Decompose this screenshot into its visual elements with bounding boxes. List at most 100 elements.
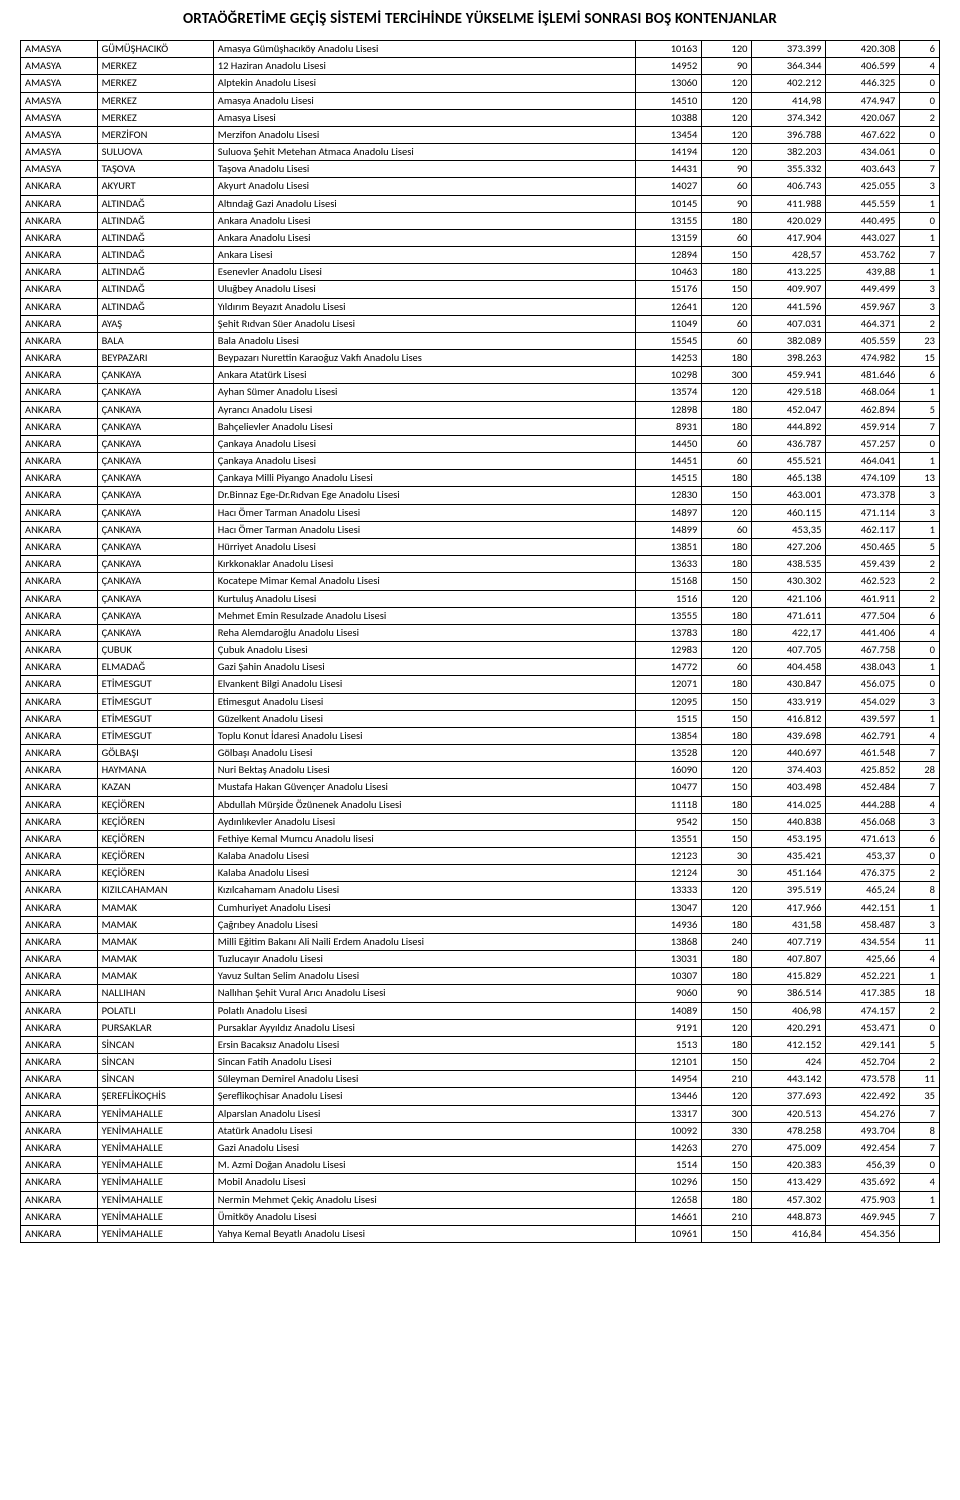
table-cell: BALA	[97, 332, 213, 349]
table-cell: 4	[900, 58, 940, 75]
table-cell: 456,39	[826, 1157, 900, 1174]
table-cell: AMASYA	[21, 58, 98, 75]
table-cell: 453,35	[752, 521, 826, 538]
table-cell: 180	[702, 350, 752, 367]
table-cell: ÇUBUK	[97, 642, 213, 659]
table-cell: YENİMAHALLE	[97, 1157, 213, 1174]
table-cell: 14450	[636, 435, 702, 452]
table-cell: ÇANKAYA	[97, 521, 213, 538]
table-row: AMASYAMERKEZ12 Haziran Anadolu Lisesi149…	[21, 58, 940, 75]
table-cell: 3	[900, 178, 940, 195]
table-row: AMASYAMERZİFONMerzifon Anadolu Lisesi134…	[21, 126, 940, 143]
table-row: ANKARAMAMAKMilli Eğitim Bakanı Ali Naili…	[21, 933, 940, 950]
table-cell: KEÇİÖREN	[97, 865, 213, 882]
table-cell: YENİMAHALLE	[97, 1140, 213, 1157]
table-cell: 14515	[636, 470, 702, 487]
table-cell: AMASYA	[21, 41, 98, 58]
table-cell: 456.075	[826, 676, 900, 693]
table-cell: 13446	[636, 1088, 702, 1105]
table-cell: 150	[702, 1054, 752, 1071]
table-cell: 35	[900, 1088, 940, 1105]
table-row: AMASYAMERKEZAlptekin Anadolu Lisesi13060…	[21, 75, 940, 92]
table-cell: MAMAK	[97, 933, 213, 950]
table-row: ANKARAETİMESGUTToplu Konut İdaresi Anado…	[21, 727, 940, 744]
table-cell: KIZILCAHAMAN	[97, 882, 213, 899]
table-cell: 15	[900, 350, 940, 367]
table-cell: 150	[702, 573, 752, 590]
table-cell: 402.212	[752, 75, 826, 92]
table-cell: ÇANKAYA	[97, 487, 213, 504]
table-cell: 6	[900, 607, 940, 624]
table-row: ANKARAÇANKAYAReha Alemdaroğlu Anadolu Li…	[21, 624, 940, 641]
table-cell: 440.838	[752, 813, 826, 830]
table-cell: 435.421	[752, 848, 826, 865]
table-cell: 455.521	[752, 453, 826, 470]
table-cell: Altındağ Gazi Anadolu Lisesi	[213, 195, 636, 212]
table-cell: 4	[900, 727, 940, 744]
table-cell: ÇANKAYA	[97, 590, 213, 607]
table-cell: ANKARA	[21, 745, 98, 762]
table-cell: ÇANKAYA	[97, 607, 213, 624]
table-cell: AMASYA	[21, 92, 98, 109]
table-row: ANKARABEYPAZARIBeypazarı Nurettin Karaoğ…	[21, 350, 940, 367]
table-row: ANKARAÇUBUKÇubuk Anadolu Lisesi129831204…	[21, 642, 940, 659]
table-cell: 150	[702, 830, 752, 847]
table-cell: 0	[900, 848, 940, 865]
table-cell: ÇANKAYA	[97, 418, 213, 435]
table-cell: ANKARA	[21, 264, 98, 281]
table-cell: 3	[900, 693, 940, 710]
table-cell: 403.643	[826, 161, 900, 178]
table-cell: Ayhan Sümer Anadolu Lisesi	[213, 384, 636, 401]
table-row: ANKARAALTINDAĞAltındağ Gazi Anadolu Lise…	[21, 195, 940, 212]
table-cell: Nermin Mehmet Çekiç Anadolu Lisesi	[213, 1191, 636, 1208]
table-cell: 382.203	[752, 144, 826, 161]
table-cell: ANKARA	[21, 676, 98, 693]
table-cell: 13031	[636, 951, 702, 968]
table-row: ANKARAAYAŞŞehit Rıdvan Süer Anadolu Lise…	[21, 315, 940, 332]
table-cell: 440.495	[826, 212, 900, 229]
table-cell: 1	[900, 659, 940, 676]
table-cell: 386.514	[752, 985, 826, 1002]
table-cell: 459.967	[826, 298, 900, 315]
table-cell: 10145	[636, 195, 702, 212]
table-cell: Cumhuriyet Anadolu Lisesi	[213, 899, 636, 916]
table-cell: ÇANKAYA	[97, 435, 213, 452]
table-cell: 120	[702, 109, 752, 126]
table-cell: 4	[900, 624, 940, 641]
table-cell: 12658	[636, 1191, 702, 1208]
table-cell: 475.009	[752, 1140, 826, 1157]
table-cell: 13783	[636, 624, 702, 641]
table-cell: 422.492	[826, 1088, 900, 1105]
table-cell: 180	[702, 264, 752, 281]
table-cell: 7	[900, 247, 940, 264]
table-cell: 452.047	[752, 401, 826, 418]
table-cell: 438.043	[826, 659, 900, 676]
table-row: ANKARAÇANKAYADr.Binnaz Ege-Dr.Rıdvan Ege…	[21, 487, 940, 504]
table-cell: SİNCAN	[97, 1054, 213, 1071]
table-cell: KEÇİÖREN	[97, 830, 213, 847]
table-cell: 462.523	[826, 573, 900, 590]
quota-table: AMASYAGÜMÜŞHACIKÖAmasya Gümüşhacıköy Ana…	[20, 40, 940, 1243]
table-cell: ANKARA	[21, 1208, 98, 1225]
table-cell: GÖLBAŞI	[97, 745, 213, 762]
table-cell: ANKARA	[21, 762, 98, 779]
table-cell: Çankaya Milli Piyango Anadolu Lisesi	[213, 470, 636, 487]
table-cell: 180	[702, 1191, 752, 1208]
table-cell: 414.025	[752, 796, 826, 813]
table-cell: ÇANKAYA	[97, 401, 213, 418]
table-cell: 1514	[636, 1157, 702, 1174]
table-cell: 403.498	[752, 779, 826, 796]
table-cell: 120	[702, 762, 752, 779]
table-cell: ANKARA	[21, 710, 98, 727]
table-cell: ANKARA	[21, 985, 98, 1002]
table-cell: 1	[900, 899, 940, 916]
table-cell: 454.356	[826, 1225, 900, 1242]
table-cell: 431,58	[752, 916, 826, 933]
table-cell: 12101	[636, 1054, 702, 1071]
table-cell: 180	[702, 556, 752, 573]
table-row: ANKARAALTINDAĞAnkara Anadolu Lisesi13155…	[21, 212, 940, 229]
table-cell: 14661	[636, 1208, 702, 1225]
table-cell: 1	[900, 195, 940, 212]
table-row: ANKARAYENİMAHALLEGazi Anadolu Lisesi1426…	[21, 1140, 940, 1157]
table-cell: 443.142	[752, 1071, 826, 1088]
